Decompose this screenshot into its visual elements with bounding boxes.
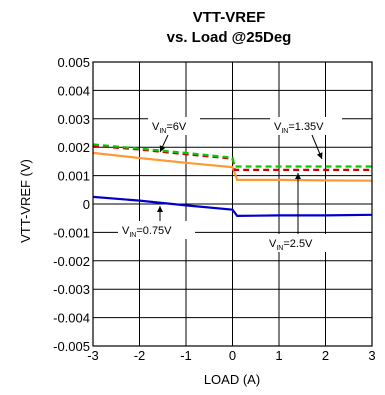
annotation-box bbox=[265, 234, 330, 252]
y-tick-label: 0.001 bbox=[57, 169, 90, 184]
annotation-label: VIN=0.75V bbox=[122, 225, 172, 239]
x-tick-label: 0 bbox=[229, 348, 236, 363]
x-tick-label: 1 bbox=[275, 348, 282, 363]
y-tick-label: -0.001 bbox=[53, 225, 90, 240]
annotation-box bbox=[270, 117, 342, 135]
y-tick-label: 0.002 bbox=[57, 140, 90, 155]
arrow-head-icon bbox=[316, 152, 323, 159]
annotation-box bbox=[148, 117, 200, 135]
annotation-layer: VIN=6V VIN=1.35V VIN=0.75V VIN=2.5V bbox=[118, 117, 342, 252]
x-tick-label: -3 bbox=[87, 348, 99, 363]
plot-frame bbox=[92, 61, 373, 347]
tick-labels: -3 -2 -1 0 1 2 3 0.005 0.004 0.003 0.002 0.001 0 -0.0… bbox=[53, 55, 375, 363]
y-tick-label: -0.002 bbox=[53, 254, 90, 269]
y-tick-label: 0.003 bbox=[57, 112, 90, 127]
y-tick-label: -0.003 bbox=[53, 282, 90, 297]
series-line bbox=[92, 151, 373, 182]
series-line bbox=[92, 143, 372, 168]
x-tick-label: 2 bbox=[322, 348, 329, 363]
x-tick-label: -2 bbox=[134, 348, 146, 363]
annotation-label: VIN=2.5V bbox=[269, 238, 313, 252]
y-tick-label: 0.005 bbox=[57, 55, 90, 70]
chart-title-line-1: VTT-VREF bbox=[193, 9, 266, 26]
arrow-head-icon bbox=[295, 173, 301, 179]
series-annotation: VIN=2.5V bbox=[265, 173, 330, 252]
y-tick-label: 0 bbox=[83, 197, 90, 212]
grid bbox=[92, 61, 373, 347]
x-tick-label: 3 bbox=[368, 348, 375, 363]
arrow-head-icon bbox=[157, 206, 163, 212]
x-axis-label: LOAD (A) bbox=[204, 372, 260, 387]
annotation-label: VIN=1.35V bbox=[274, 121, 324, 135]
x-tick-label: -1 bbox=[180, 348, 192, 363]
annotation-label: VIN=6V bbox=[152, 121, 187, 135]
series-annotation: VIN=1.35V bbox=[270, 117, 342, 160]
annotation-box bbox=[118, 221, 195, 239]
series-annotation: VIN=6V bbox=[148, 117, 200, 153]
y-tick-label: 0.004 bbox=[57, 83, 90, 98]
y-tick-label: -0.004 bbox=[53, 311, 90, 326]
y-axis-label: VTT-VREF (V) bbox=[18, 159, 33, 243]
arrow-head-icon bbox=[159, 145, 166, 152]
series-layer bbox=[92, 143, 373, 218]
chart-title-line-2: vs. Load @25Deg bbox=[167, 29, 292, 46]
series-line bbox=[92, 195, 373, 218]
y-tick-label: -0.005 bbox=[53, 339, 90, 354]
series-annotation: VIN=0.75V bbox=[118, 206, 195, 239]
